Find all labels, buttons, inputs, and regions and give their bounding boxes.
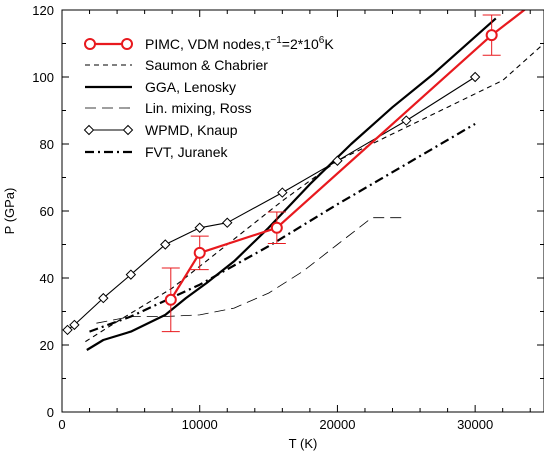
legend-label: FVT, Juranek [145, 144, 228, 160]
legend-label: GGA, Lenosky [145, 79, 236, 95]
data-point [277, 187, 288, 198]
legend-label: Lin. mixing, Ross [145, 100, 252, 116]
series-line [89, 122, 476, 333]
y-axis-label: P (GPa) [2, 188, 17, 235]
data-point [485, 29, 498, 42]
series-3 [96, 217, 407, 324]
series-line-extension [491, 10, 527, 36]
series-line [169, 34, 493, 301]
data-point [270, 221, 283, 234]
plot-frame [61, 9, 544, 413]
data-point [125, 269, 137, 280]
y-tick-label: 40 [40, 271, 54, 286]
y-tick-label: 80 [40, 137, 54, 152]
legend-marker [121, 38, 133, 50]
legend-label-part: =2*10 [282, 36, 319, 52]
data-point [222, 217, 233, 228]
data-point [160, 239, 171, 250]
legend-label-part: 6 [319, 35, 325, 46]
legend-label-part: K [324, 36, 334, 52]
series-line [85, 43, 544, 343]
series-2 [86, 17, 497, 351]
y-tick-label: 120 [32, 3, 54, 18]
legend-label-part: PIMC, VDM nodes, [145, 36, 265, 52]
data-point [164, 293, 177, 306]
legend-marker [83, 124, 95, 136]
data-point [469, 71, 481, 83]
legend-item-3: Lin. mixing, Ross [85, 100, 252, 116]
data-point [193, 246, 206, 259]
x-tick-label: 20000 [319, 417, 355, 432]
data-point [62, 324, 73, 336]
series-line [67, 76, 476, 331]
legend-label: Saumon & Chabrier [145, 57, 268, 73]
legend-marker [84, 38, 96, 50]
legend-item-5: FVT, Juranek [85, 144, 228, 160]
x-axis-label: T (K) [289, 436, 318, 451]
y-tick-label: 100 [32, 70, 54, 85]
series-0 [161, 10, 527, 333]
series-4 [62, 71, 481, 336]
legend-label-part: −1 [270, 35, 282, 46]
x-tick-label: 10000 [182, 417, 218, 432]
x-tick-label: 30000 [457, 417, 493, 432]
legend-item-4: WPMD, Knaup [83, 122, 238, 138]
legend: PIMC, VDM nodes,τ−1=2*106K Saumon & Chabr… [83, 35, 334, 160]
data-point [194, 222, 205, 233]
data-point [332, 155, 343, 166]
x-tick-label: 0 [58, 417, 65, 432]
series-line [96, 217, 407, 324]
legend-marker [122, 124, 134, 136]
legend-item-1: Saumon & Chabrier [85, 57, 268, 73]
legend-label-part: τ [265, 36, 271, 52]
y-tick-label: 0 [47, 405, 54, 420]
axes-layer: 0 10000 20000 30000 0 20 40 60 80 100 120 T (K) P (G… [2, 3, 544, 451]
data-point [69, 319, 80, 331]
series-layer [62, 10, 544, 351]
data-point [401, 115, 412, 126]
legend-item-0: PIMC, VDM nodes,τ−1=2*106K [84, 35, 334, 52]
legend-item-2: GGA, Lenosky [85, 79, 236, 95]
legend-label: WPMD, Knaup [145, 122, 238, 138]
series-line [86, 17, 497, 351]
y-tick-label: 20 [40, 338, 54, 353]
legend-label: PIMC, VDM nodes,τ−1=2*106K [145, 35, 334, 52]
series-1 [85, 43, 544, 343]
y-tick-label: 60 [40, 204, 54, 219]
data-point [98, 292, 109, 304]
series-5 [89, 122, 476, 333]
